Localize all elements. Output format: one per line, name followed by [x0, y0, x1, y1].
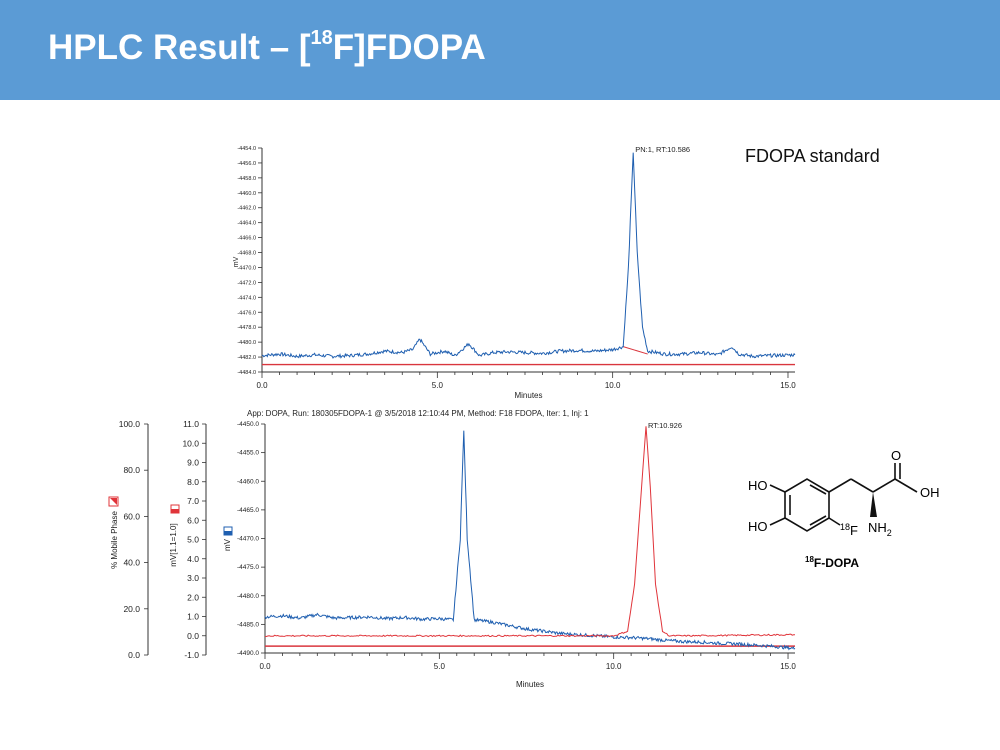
- integration-line: [623, 346, 648, 355]
- y-tick-label: -4460.0: [237, 191, 256, 197]
- structure-oh: OH: [920, 485, 940, 500]
- y-tick-label: -4468.0: [237, 251, 256, 257]
- y-tick-label: -4480.0: [237, 340, 256, 346]
- standard-label: FDOPA standard: [745, 146, 880, 166]
- x-tick-label: 15.0: [780, 381, 796, 390]
- radio-axis-tick-label: 9.0: [187, 458, 199, 468]
- mobile-phase-tick-label: 80.0: [123, 465, 140, 475]
- y-tick-label: -4465.0: [237, 507, 259, 514]
- y-tick-label: -4476.0: [237, 310, 256, 316]
- wedge-bond: [870, 492, 877, 517]
- radio-legend-mark: [171, 509, 179, 513]
- x-tick-label: 10.0: [605, 381, 621, 390]
- y-tick-label: -4475.0: [237, 564, 259, 571]
- y-tick-label: -4472.0: [237, 280, 256, 286]
- radio-axis-title: mV[1.1=1.0]: [169, 523, 178, 566]
- y-tick-label: -4466.0: [237, 236, 256, 242]
- y-tick-label: -4454.0: [237, 146, 256, 152]
- radio-axis-tick-label: 7.0: [187, 496, 199, 506]
- y-axis-title: mV: [233, 256, 240, 267]
- y-tick-label: -4462.0: [237, 206, 256, 212]
- mobile-phase-tick-label: 0.0: [128, 650, 140, 660]
- structure-bonds: [769, 463, 918, 532]
- y-tick-label: -4464.0: [237, 221, 256, 227]
- y-tick-label: -4482.0: [237, 355, 256, 361]
- mobile-phase-tick-label: 40.0: [123, 558, 140, 568]
- x-tick-label: 10.0: [606, 662, 622, 671]
- y-tick-label: -4490.0: [237, 650, 259, 657]
- y-tick-label: -4478.0: [237, 325, 256, 331]
- x-tick-label: 0.0: [259, 662, 271, 671]
- y-tick-label: -4484.0: [237, 370, 256, 376]
- radio-axis-tick-label: 10.0: [182, 438, 199, 448]
- radio-axis-tick-label: 2.0: [187, 592, 199, 602]
- radio-trace: [264, 426, 796, 638]
- y-tick-label: -4470.0: [237, 265, 256, 271]
- x-tick-label: 5.0: [434, 662, 446, 671]
- mobile-phase-legend-mark: [110, 498, 117, 505]
- structure-o: O: [891, 448, 901, 463]
- radio-axis-tick-label: 8.0: [187, 477, 199, 487]
- y-tick-label: -4480.0: [237, 593, 259, 600]
- y-tick-label: -4470.0: [237, 536, 259, 543]
- radio-axis-tick-label: 5.0: [187, 535, 199, 545]
- radio-axis-tick-label: 6.0: [187, 515, 199, 525]
- structure-ho-top: HO: [748, 478, 768, 493]
- structure-f18: 18F: [840, 522, 858, 538]
- x-tick-label: 5.0: [432, 381, 444, 390]
- mobile-phase-title: % Mobile Phase: [110, 511, 119, 569]
- structure-caption: 18F-DOPA: [805, 555, 859, 570]
- uv-trace: [261, 152, 796, 359]
- mobile-phase-tick-label: 20.0: [123, 604, 140, 614]
- mobile-phase-tick-label: 60.0: [123, 511, 140, 521]
- y-tick-label: -4455.0: [237, 450, 259, 457]
- y-tick-label: -4458.0: [237, 176, 256, 182]
- fdopa-structure: HO HO O OH NH2 18F 18F-DOPA: [748, 448, 940, 570]
- radio-axis-tick-label: 11.0: [183, 419, 199, 429]
- peak-annotation: RT:10.926: [648, 421, 682, 430]
- radio-axis-tick-label: 0.0: [187, 631, 199, 641]
- structure-nh2: NH2: [868, 520, 892, 538]
- radio-axis-tick-label: 4.0: [187, 554, 199, 564]
- y-tick-label: -4485.0: [237, 621, 259, 628]
- x-axis-title: Minutes: [516, 680, 544, 689]
- x-tick-label: 0.0: [256, 381, 268, 390]
- uv-axis-title: mV: [223, 538, 232, 551]
- x-axis-title: Minutes: [514, 391, 542, 400]
- structure-ho-bottom: HO: [748, 519, 768, 534]
- y-tick-label: -4474.0: [237, 295, 256, 301]
- title-bar: [0, 0, 1000, 100]
- y-tick-label: -4456.0: [237, 161, 256, 167]
- x-tick-label: 15.0: [780, 662, 796, 671]
- radio-axis-tick-label: 1.0: [187, 612, 199, 622]
- y-tick-label: -4460.0: [237, 478, 259, 485]
- radio-axis-tick-label: -1.0: [184, 650, 199, 660]
- slide-title: HPLC Result – [18F]FDOPA: [48, 27, 486, 67]
- y-tick-label: -4450.0: [237, 421, 259, 428]
- uv-legend-mark: [224, 531, 232, 535]
- uv-trace: [264, 430, 796, 651]
- run-info-title: App: DOPA, Run: 180305FDOPA-1 @ 3/5/2018…: [247, 409, 589, 418]
- peak-annotation: PN:1, RT:10.586: [635, 145, 690, 154]
- radio-axis-tick-label: 3.0: [187, 573, 199, 583]
- mobile-phase-tick-label: 100.0: [119, 419, 141, 429]
